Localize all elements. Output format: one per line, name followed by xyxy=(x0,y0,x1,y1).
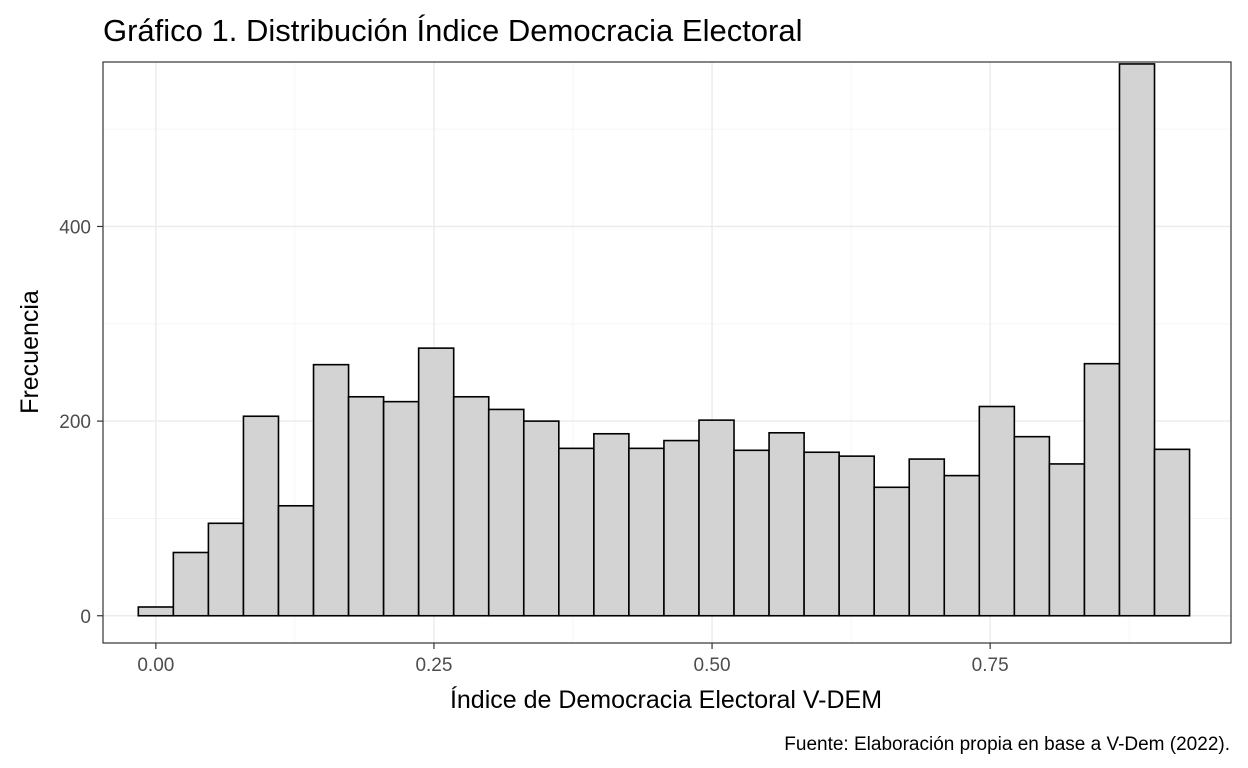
x-tick-label: 0.00 xyxy=(137,655,174,676)
histogram-bar xyxy=(838,455,875,617)
chart-title: Gráfico 1. Distribución Índice Democraci… xyxy=(103,13,803,48)
histogram-bar xyxy=(628,447,665,617)
x-tick-label: 0.50 xyxy=(694,655,731,676)
histogram-bar xyxy=(733,449,770,617)
x-axis: 0.00 0.25 0.50 0.75 xyxy=(137,643,1009,676)
histogram-bar xyxy=(1048,463,1086,617)
histogram-bar xyxy=(242,415,280,617)
histogram-bar xyxy=(1118,63,1156,617)
y-axis-label: Frecuencia xyxy=(16,290,44,414)
histogram-bar xyxy=(768,431,805,617)
histogram-bar xyxy=(558,447,595,617)
histogram-bar xyxy=(908,458,946,617)
histogram-bar xyxy=(382,400,420,617)
histogram-bar xyxy=(487,408,525,617)
histogram-bar xyxy=(522,420,560,617)
histogram-bar xyxy=(663,439,700,617)
panel-border xyxy=(102,61,1232,644)
y-axis: 0 200 400 xyxy=(59,217,103,628)
caption: Fuente: Elaboración propia en base a V-D… xyxy=(784,734,1230,755)
bars xyxy=(137,63,1191,617)
histogram-bar xyxy=(277,504,315,617)
histogram-bar xyxy=(312,363,350,617)
histogram-bar xyxy=(1013,435,1051,617)
histogram-bar xyxy=(803,451,840,617)
histogram-bar xyxy=(943,474,981,617)
y-tick-label: 400 xyxy=(59,217,91,238)
y-tick-label: 200 xyxy=(59,412,91,433)
histogram-bar xyxy=(1083,362,1121,617)
histogram-bar xyxy=(137,606,175,617)
histogram-bar xyxy=(978,405,1016,617)
histogram-bar xyxy=(1153,448,1191,617)
histogram-bar xyxy=(452,395,490,617)
histogram-bar xyxy=(207,522,245,617)
x-tick-label: 0.75 xyxy=(972,655,1009,676)
histogram-bar xyxy=(698,419,735,617)
histogram-bar xyxy=(873,486,911,617)
histogram-bar xyxy=(172,551,210,617)
histogram-bar xyxy=(417,347,455,617)
y-tick-label: 0 xyxy=(80,607,91,628)
x-axis-label: Índice de Democracia Electoral V-DEM xyxy=(450,685,882,714)
histogram-bar xyxy=(593,432,630,617)
histogram-bar xyxy=(347,395,385,617)
x-tick-label: 0.25 xyxy=(415,655,452,676)
